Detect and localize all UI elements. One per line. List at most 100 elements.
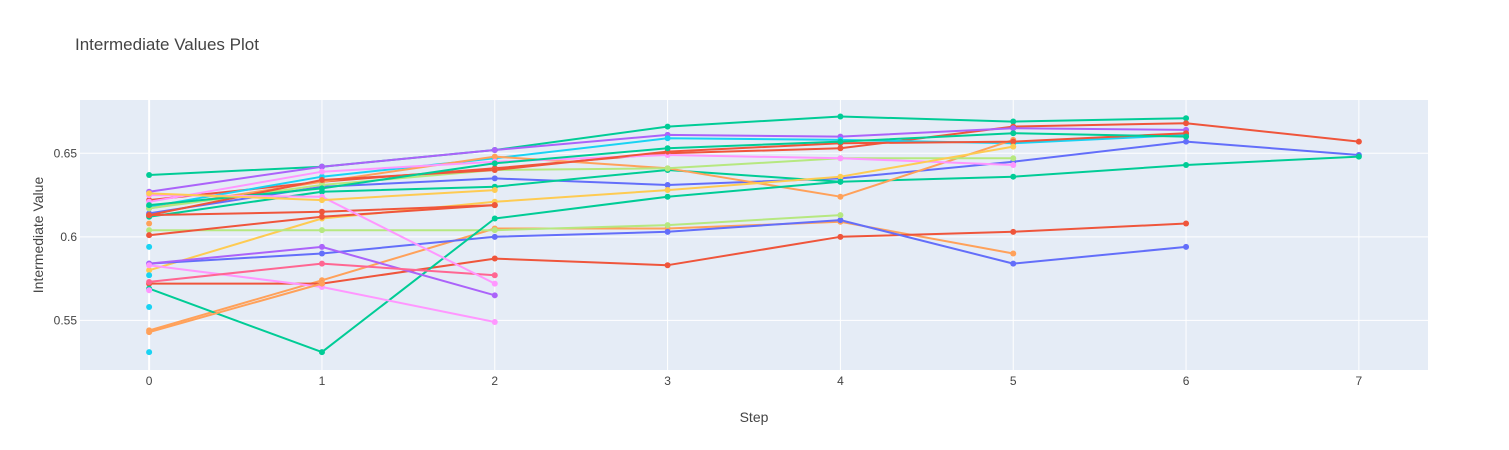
x-tick-label: 4 xyxy=(837,374,844,388)
data-point xyxy=(318,227,325,234)
data-point xyxy=(491,146,498,153)
data-point xyxy=(1010,228,1017,235)
data-point xyxy=(664,165,671,172)
data-point xyxy=(491,227,498,234)
series-line xyxy=(148,155,1359,218)
data-point xyxy=(837,173,844,180)
data-point xyxy=(318,250,325,257)
data-point xyxy=(146,232,153,239)
data-point xyxy=(664,145,671,152)
data-point xyxy=(664,193,671,200)
data-point xyxy=(1183,115,1190,122)
data-point xyxy=(491,319,498,326)
data-point xyxy=(318,197,325,204)
data-point xyxy=(664,182,671,189)
data-point xyxy=(491,233,498,240)
data-point xyxy=(146,287,153,294)
data-point xyxy=(1183,138,1190,145)
data-point xyxy=(318,349,325,356)
y-tick-label: 0.6 xyxy=(60,230,77,244)
y-axis-ticks: 0.55 0.6 0.65 xyxy=(54,146,78,327)
data-point xyxy=(664,228,671,235)
data-point xyxy=(146,190,153,197)
data-point xyxy=(664,123,671,130)
data-point xyxy=(1183,243,1190,250)
data-point xyxy=(837,145,844,152)
x-tick-label: 5 xyxy=(1010,374,1017,388)
data-point xyxy=(146,220,153,227)
series-line xyxy=(148,122,1360,202)
data-point xyxy=(837,178,844,185)
data-point xyxy=(318,260,325,267)
data-point xyxy=(318,208,325,215)
data-point xyxy=(1010,155,1017,162)
x-tick-label: 0 xyxy=(146,374,153,388)
x-tick-label: 3 xyxy=(664,374,671,388)
data-point xyxy=(1183,220,1190,227)
data-point xyxy=(664,187,671,194)
data-point xyxy=(837,138,844,145)
x-tick-label: 7 xyxy=(1356,374,1363,388)
data-point xyxy=(491,292,498,299)
data-point xyxy=(837,113,844,120)
series-line xyxy=(148,157,1014,210)
gridlines xyxy=(80,100,1428,370)
x-axis-ticks: 0 1 2 3 4 5 6 7 xyxy=(146,374,1363,388)
data-point xyxy=(1010,173,1017,180)
data-point xyxy=(146,329,153,336)
data-point xyxy=(1355,138,1362,145)
data-point xyxy=(146,172,153,179)
data-point xyxy=(491,167,498,174)
data-point xyxy=(146,212,153,219)
x-tick-label: 6 xyxy=(1183,374,1190,388)
data-point xyxy=(146,304,153,311)
series-line xyxy=(148,282,323,334)
data-point xyxy=(146,227,153,234)
data-point xyxy=(491,215,498,222)
data-point xyxy=(837,233,844,240)
y-tick-label: 0.55 xyxy=(54,313,78,327)
data-point xyxy=(1010,118,1017,125)
data-point xyxy=(318,243,325,250)
data-point xyxy=(491,202,498,209)
x-tick-label: 2 xyxy=(491,374,498,388)
chart-title: Intermediate Values Plot xyxy=(75,35,259,54)
data-point xyxy=(491,280,498,287)
series-line xyxy=(148,154,1014,203)
data-point xyxy=(146,202,153,209)
data-point xyxy=(146,349,153,356)
data-point xyxy=(1183,120,1190,127)
x-axis-title: Step xyxy=(740,409,769,425)
series-markers xyxy=(146,113,1362,356)
data-point xyxy=(664,262,671,269)
data-point xyxy=(1010,260,1017,267)
data-point xyxy=(1010,143,1017,150)
data-point xyxy=(491,255,498,262)
data-point xyxy=(1355,153,1362,160)
data-point xyxy=(664,135,671,142)
data-point xyxy=(146,267,153,274)
data-point xyxy=(146,243,153,250)
data-point xyxy=(491,272,498,279)
data-point xyxy=(1010,250,1017,257)
data-point xyxy=(146,272,153,279)
data-point xyxy=(491,175,498,182)
x-tick-label: 1 xyxy=(319,374,326,388)
data-point xyxy=(318,163,325,170)
data-point xyxy=(318,280,325,287)
series-line xyxy=(148,145,1014,272)
y-axis-title: Intermediate Value xyxy=(30,177,46,294)
data-point xyxy=(837,193,844,200)
data-point xyxy=(146,278,153,285)
data-point xyxy=(1183,133,1190,140)
data-point xyxy=(318,213,325,220)
data-point xyxy=(664,222,671,229)
data-point xyxy=(1010,161,1017,168)
data-point xyxy=(1010,125,1017,132)
data-point xyxy=(318,168,325,175)
data-point xyxy=(491,153,498,160)
data-point xyxy=(491,160,498,167)
plot-area xyxy=(80,100,1428,370)
data-point xyxy=(318,185,325,192)
